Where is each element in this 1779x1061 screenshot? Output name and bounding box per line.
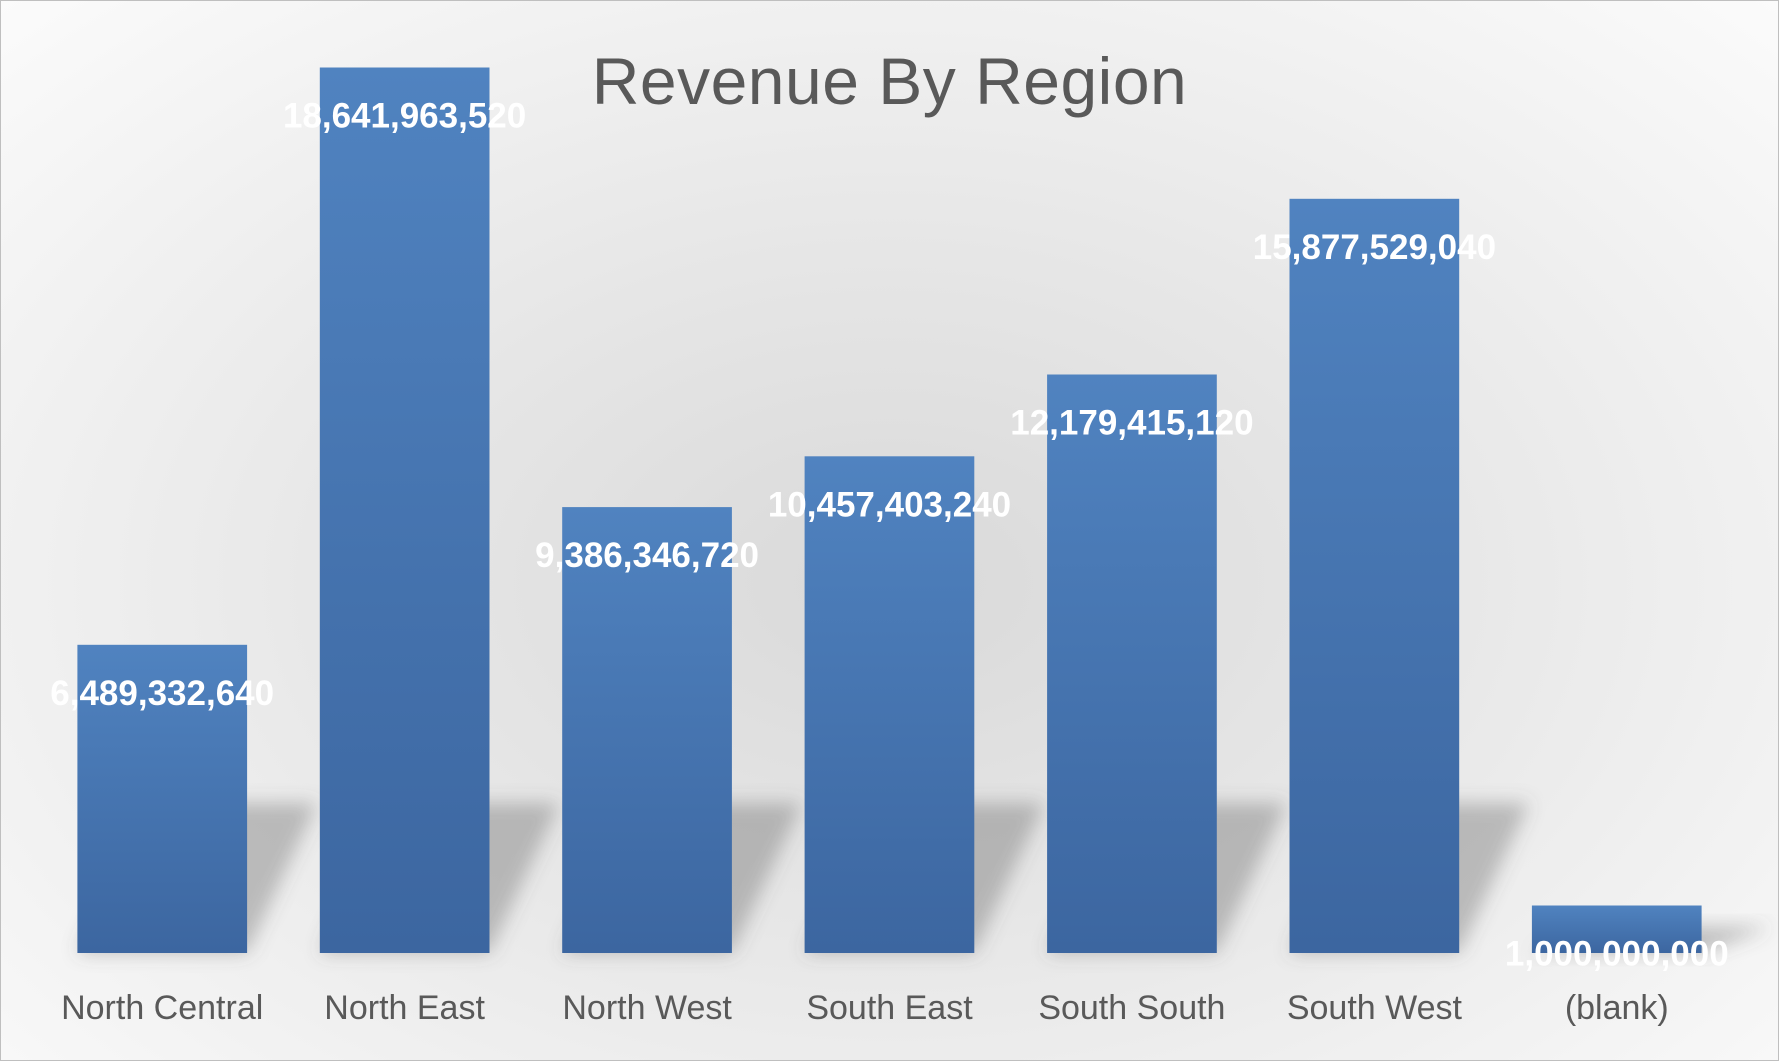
category-labels-group: North Central North East North West South E… xyxy=(61,989,1669,1027)
category-label: North Central xyxy=(61,989,263,1027)
data-labels-group: 6,489,332,640 18,641,963,520 9,386,346,720… xyxy=(50,97,1728,974)
chart-title: Revenue By Region xyxy=(591,44,1188,118)
bar-south-east xyxy=(804,456,975,953)
bar-south-west xyxy=(1289,198,1460,954)
category-label: South South xyxy=(1038,989,1225,1027)
data-label: 18,641,963,520 xyxy=(283,97,526,136)
bar-north-west xyxy=(562,507,732,953)
bar-north-east xyxy=(319,67,490,953)
data-label: 10,457,403,240 xyxy=(768,485,1011,524)
data-label: 1,000,000,000 xyxy=(1505,935,1729,974)
category-label: North East xyxy=(324,989,485,1027)
bar-south-south xyxy=(1047,374,1217,953)
data-label: 9,386,346,720 xyxy=(535,536,759,575)
data-label: 6,489,332,640 xyxy=(50,674,274,713)
bars-group xyxy=(77,67,1702,954)
category-label: (blank) xyxy=(1565,989,1669,1027)
data-label: 12,179,415,120 xyxy=(1010,404,1253,443)
category-label: South West xyxy=(1287,989,1463,1027)
category-label: North West xyxy=(562,989,732,1027)
data-label: 15,877,529,040 xyxy=(1253,228,1496,267)
bar-north-central xyxy=(77,644,248,953)
bar-blank xyxy=(1531,905,1702,953)
category-label: South East xyxy=(806,989,973,1027)
